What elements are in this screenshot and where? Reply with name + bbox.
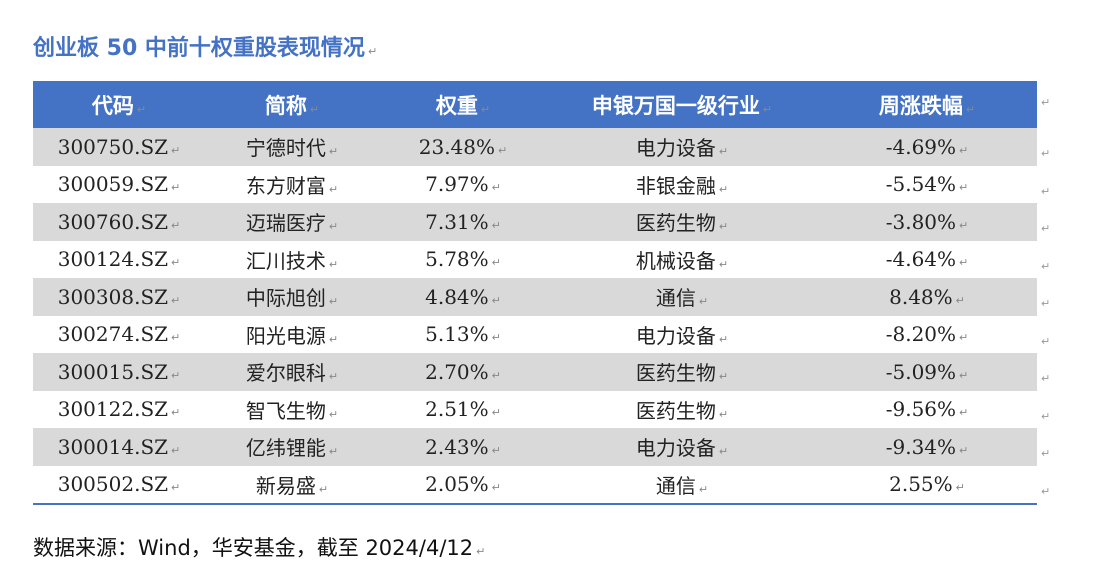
industry-cell: 机械设备 ↵ bbox=[635, 248, 729, 273]
industry-cell: 医药生物 ↵ bbox=[547, 353, 817, 391]
row-end-mark-icon: ↵ bbox=[1041, 334, 1051, 348]
row-end-mark-icon: ↵ bbox=[1041, 222, 1051, 235]
weekly-change-cell: -9.34% ↵ bbox=[817, 428, 1037, 466]
row-end-mark-icon: ↵ bbox=[1041, 147, 1051, 160]
row-end-mark-icon: ↵ bbox=[1041, 484, 1051, 498]
table-header-row: 代码 ↵ 简称 ↵ 权重 ↵ 申银万国一级行业 ↵ 周涨跌幅 ↵ bbox=[33, 81, 1037, 128]
code-cell: 300122.SZ ↵ bbox=[57, 397, 181, 422]
weekly-change-cell: -3.80% ↵ bbox=[817, 203, 1037, 241]
row-end-mark-icon: ↵ bbox=[1041, 184, 1051, 198]
name-cell: 亿纬锂能 ↵ bbox=[205, 428, 379, 466]
row-end-mark-icon: ↵ bbox=[1041, 297, 1051, 310]
industry-cell: 非银金融 ↵ bbox=[635, 173, 729, 198]
industry-cell: 通信 ↵ bbox=[547, 465, 817, 505]
weight-cell: 2.51% ↵ bbox=[425, 397, 501, 422]
table-row: 300015.SZ ↵ 爱尔眼科 ↵ 2.70% ↵ 医药生物 ↵ -5.09% ↵ bbox=[33, 353, 1037, 391]
weekly-change-cell: 2.55% ↵ bbox=[817, 465, 1037, 505]
name-cell: 阳光电源 ↵ bbox=[245, 323, 339, 348]
weekly-change-cell: -5.54% ↵ bbox=[885, 172, 969, 197]
header-weekly-change: 周涨跌幅 ↵ bbox=[817, 81, 1037, 128]
code-cell: 300750.SZ ↵ bbox=[33, 128, 205, 166]
name-cell: 智飞生物 ↵ bbox=[245, 398, 339, 423]
table-row: 300760.SZ ↵ 迈瑞医疗 ↵ 7.31% ↵ 医药生物 ↵ -3.80% ↵ bbox=[33, 203, 1037, 241]
weight-cell: 2.70% ↵ bbox=[379, 353, 547, 391]
paragraph-mark-icon: ↵ bbox=[367, 45, 378, 58]
weight-cell: 2.43% ↵ bbox=[379, 428, 547, 466]
name-cell: 中际旭创 ↵ bbox=[205, 278, 379, 316]
row-end-mark-icon: ↵ bbox=[1041, 372, 1051, 385]
table-title: 创业板 50 中前十权重股表现情况 ↵ bbox=[33, 36, 378, 61]
row-end-mark-icon: ↵ bbox=[1041, 96, 1051, 109]
table-row: 300308.SZ ↵ 中际旭创 ↵ 4.84% ↵ 通信 ↵ 8.48% ↵ bbox=[33, 278, 1037, 316]
weight-cell: 7.97% ↵ bbox=[425, 172, 501, 197]
name-cell: 新易盛 ↵ bbox=[205, 465, 379, 505]
table-row: 300124.SZ ↵ 汇川技术 ↵ 5.78% ↵ 机械设备 ↵ -4.64% ↵ bbox=[33, 241, 1037, 279]
code-cell: 300014.SZ ↵ bbox=[33, 428, 205, 466]
table-row: 300059.SZ ↵ 东方财富 ↵ 7.97% ↵ 非银金融 ↵ -5.54% ↵ bbox=[33, 166, 1037, 204]
code-cell: 300308.SZ ↵ bbox=[33, 278, 205, 316]
weight-cell: 4.84% ↵ bbox=[379, 278, 547, 316]
header-name: 简称 ↵ bbox=[205, 81, 379, 128]
name-cell: 汇川技术 ↵ bbox=[245, 248, 339, 273]
name-cell: 东方财富 ↵ bbox=[245, 173, 339, 198]
table-row: 300274.SZ ↵ 阳光电源 ↵ 5.13% ↵ 电力设备 ↵ -8.20% ↵ bbox=[33, 316, 1037, 354]
industry-cell: 电力设备 ↵ bbox=[635, 323, 729, 348]
weekly-change-cell: -4.64% ↵ bbox=[885, 247, 969, 272]
row-end-mark-icon: ↵ bbox=[1041, 409, 1051, 423]
code-cell: 300274.SZ ↵ bbox=[57, 322, 181, 347]
name-cell: 宁德时代 ↵ bbox=[205, 128, 379, 166]
industry-cell: 电力设备 ↵ bbox=[547, 128, 817, 166]
weekly-change-cell: 8.48% ↵ bbox=[817, 278, 1037, 316]
industry-cell: 电力设备 ↵ bbox=[547, 428, 817, 466]
weight-cell: 23.48% ↵ bbox=[379, 128, 547, 166]
table-row: 300122.SZ ↵ 智飞生物 ↵ 2.51% ↵ 医药生物 ↵ -9.56% ↵ bbox=[33, 391, 1037, 429]
industry-cell: 通信 ↵ bbox=[547, 278, 817, 316]
code-cell: 300124.SZ ↵ bbox=[57, 247, 181, 272]
holdings-table: 代码 ↵ 简称 ↵ 权重 ↵ 申银万国一级行业 ↵ 周涨跌幅 ↵ 300750.SZ ↵ 宁德… bbox=[33, 81, 1037, 505]
weekly-change-cell: -9.56% ↵ bbox=[885, 397, 969, 422]
header-weight: 权重 ↵ bbox=[379, 81, 547, 128]
table-row: 300750.SZ ↵ 宁德时代 ↵ 23.48% ↵ 电力设备 ↵ -4.69% ↵ bbox=[33, 128, 1037, 166]
table-row: 300502.SZ ↵ 新易盛 ↵ 2.05% ↵ 通信 ↵ 2.55% ↵ bbox=[33, 465, 1037, 505]
industry-cell: 医药生物 ↵ bbox=[547, 203, 817, 241]
weekly-change-cell: -5.09% ↵ bbox=[817, 353, 1037, 391]
industry-cell: 医药生物 ↵ bbox=[635, 398, 729, 423]
code-cell: 300760.SZ ↵ bbox=[33, 203, 205, 241]
name-cell: 爱尔眼科 ↵ bbox=[205, 353, 379, 391]
data-source-note: 数据来源：Wind，华安基金，截至 2024/4/12 ↵ bbox=[33, 536, 486, 560]
name-cell: 迈瑞医疗 ↵ bbox=[205, 203, 379, 241]
row-end-mark-icon: ↵ bbox=[1041, 259, 1051, 273]
weekly-change-cell: -4.69% ↵ bbox=[817, 128, 1037, 166]
weekly-change-cell: -8.20% ↵ bbox=[885, 322, 969, 347]
weight-cell: 5.13% ↵ bbox=[425, 322, 501, 347]
header-code: 代码 ↵ bbox=[33, 81, 205, 128]
weight-cell: 2.05% ↵ bbox=[379, 465, 547, 505]
table-row: 300014.SZ ↵ 亿纬锂能 ↵ 2.43% ↵ 电力设备 ↵ -9.34% ↵ bbox=[33, 428, 1037, 466]
row-end-mark-icon: ↵ bbox=[1041, 447, 1051, 460]
weight-cell: 7.31% ↵ bbox=[379, 203, 547, 241]
code-cell: 300502.SZ ↵ bbox=[33, 465, 205, 505]
code-cell: 300015.SZ ↵ bbox=[33, 353, 205, 391]
header-industry: 申银万国一级行业 ↵ bbox=[547, 81, 817, 128]
code-cell: 300059.SZ ↵ bbox=[57, 172, 181, 197]
weight-cell: 5.78% ↵ bbox=[425, 247, 501, 272]
